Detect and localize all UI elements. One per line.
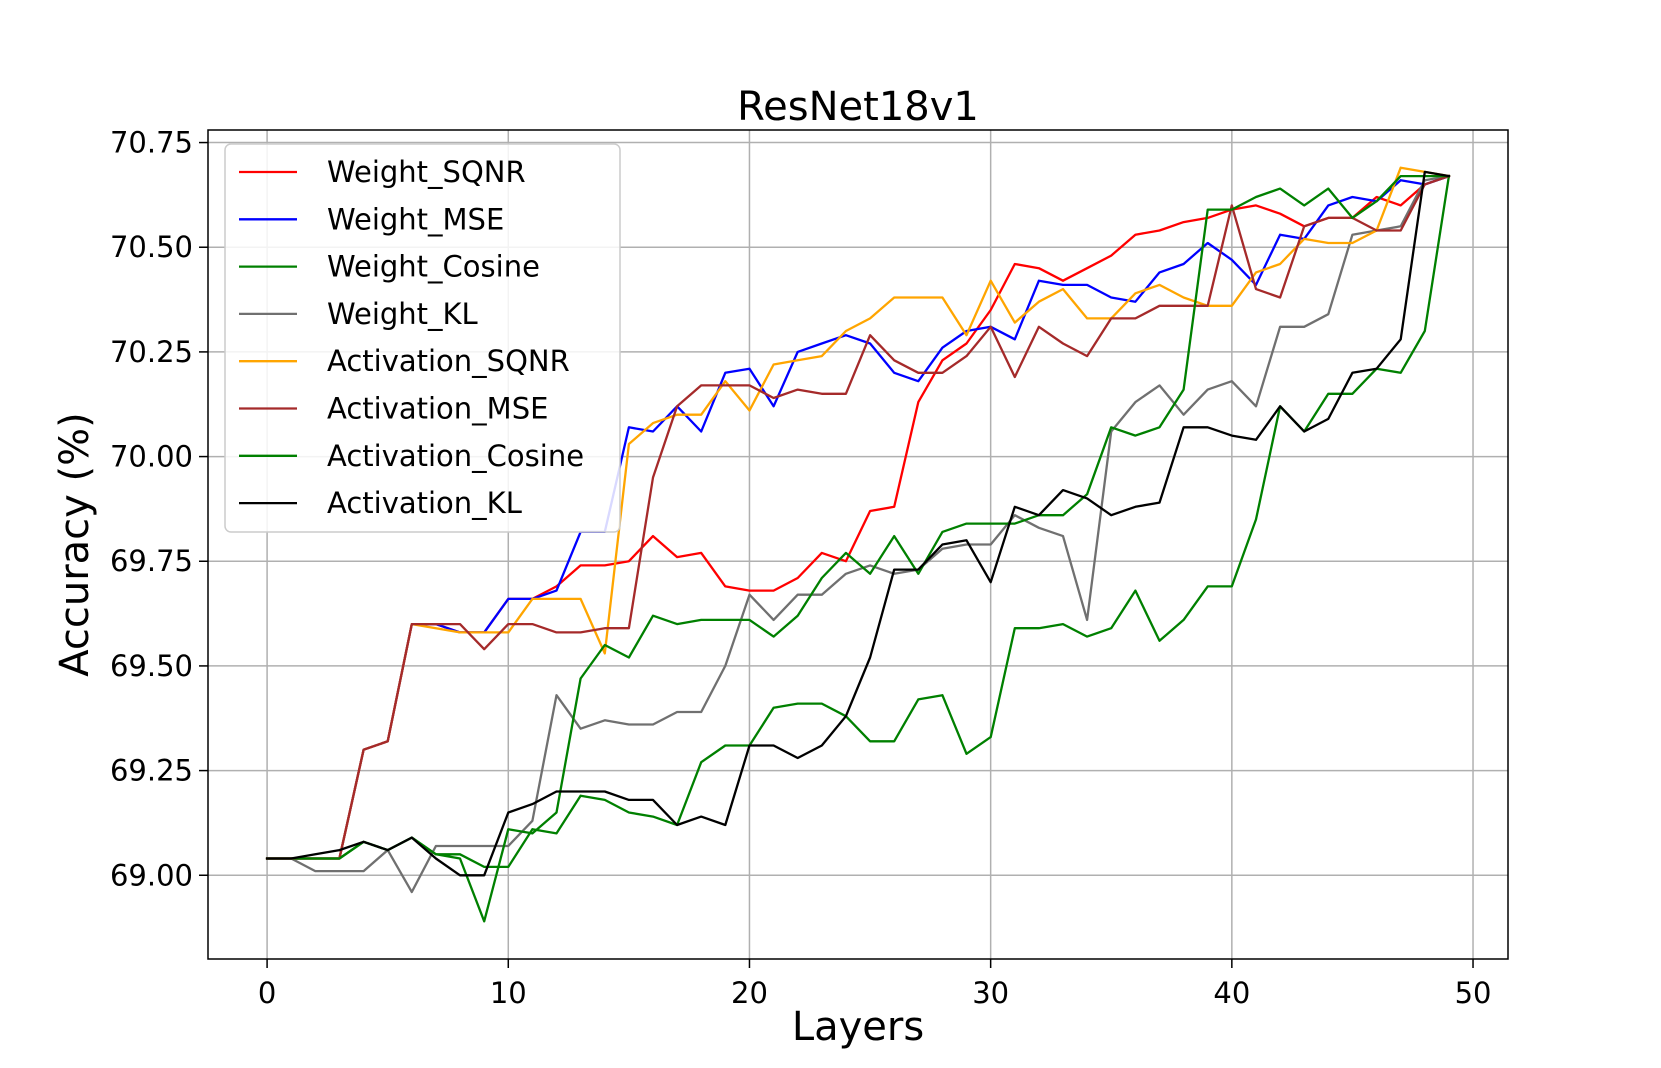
- series-line-activation-kl: [265, 170, 1451, 877]
- series-line-weight-kl: [265, 174, 1451, 894]
- y-tick-label: 70.25: [110, 335, 193, 369]
- series-line-weight-cosine: [265, 174, 1451, 869]
- x-tick-label: 20: [731, 976, 768, 1010]
- grid-lines: [208, 130, 1508, 959]
- legend-label: Activation_SQNR: [327, 344, 570, 378]
- series-line-activation-mse: [265, 174, 1451, 860]
- legend-box: [224, 143, 621, 533]
- x-tick-label: 10: [490, 976, 527, 1010]
- x-tick-label: 50: [1455, 976, 1492, 1010]
- y-tick-label: 70.50: [110, 230, 193, 264]
- legend: Weight_SQNR Weight_MSE Weight_Cosine Weight…: [224, 143, 621, 533]
- x-tick-label: 0: [258, 976, 276, 1010]
- series-line-activation-cosine: [265, 174, 1451, 923]
- y-tick-label: 70.00: [110, 440, 193, 474]
- y-tick-label: 69.00: [110, 858, 193, 892]
- legend-label: Activation_KL: [327, 486, 522, 520]
- legend-label: Weight_Cosine: [327, 250, 540, 284]
- axis-ticks: 0 10 20 30 40 50 69.00 69.25 69.50 69.75 70.00 70.2…: [110, 126, 1492, 1010]
- legend-label: Weight_KL: [327, 297, 478, 331]
- legend-label: Activation_MSE: [327, 392, 548, 426]
- chart-title: ResNet18v1: [737, 84, 979, 130]
- y-tick-label: 69.75: [110, 544, 193, 578]
- x-axis-label: Layers: [792, 1004, 924, 1050]
- series-lines: [265, 166, 1451, 923]
- plot-frame: [207, 129, 1509, 960]
- legend-label: Activation_Cosine: [327, 439, 584, 473]
- x-tick-label: 40: [1213, 976, 1250, 1010]
- y-tick-label: 69.25: [110, 754, 193, 788]
- y-tick-label: 69.50: [110, 649, 193, 683]
- y-tick-label: 70.75: [110, 126, 193, 160]
- y-axis-label: Accuracy (%): [52, 412, 98, 677]
- legend-label: Weight_MSE: [327, 202, 504, 236]
- x-tick-label: 30: [972, 976, 1009, 1010]
- legend-label: Weight_SQNR: [327, 155, 526, 189]
